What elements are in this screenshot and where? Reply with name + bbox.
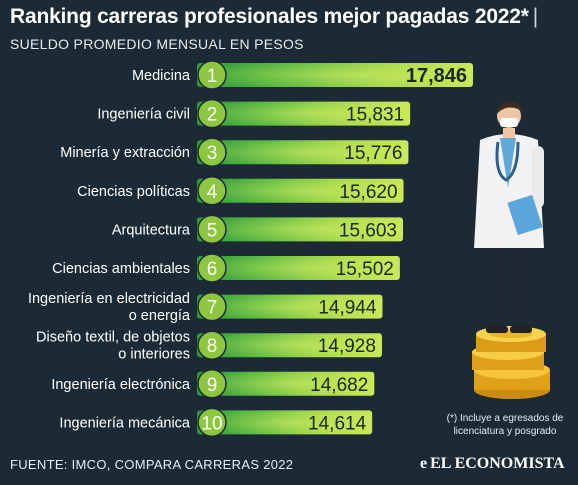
bar-highlight xyxy=(197,217,404,242)
category-label: Ingeniería electrónica xyxy=(51,377,191,393)
value-label: 15,831 xyxy=(346,105,404,126)
bar-highlight xyxy=(197,333,382,358)
value-label: 15,603 xyxy=(339,220,397,241)
rank-badge xyxy=(197,369,227,399)
value-label: 17,846 xyxy=(406,65,467,87)
chart-title-text: Ranking carreras profesionales mejor pag… xyxy=(10,5,529,28)
bar-highlight xyxy=(197,256,400,280)
bar-row: 3 15,776 Minería y extracción xyxy=(60,137,409,167)
value-label: 14,614 xyxy=(308,413,367,434)
category-label: Arquitectura xyxy=(112,222,191,238)
value-label: 14,944 xyxy=(318,298,377,319)
bar-row: 5 15,603 Arquitectura xyxy=(112,214,404,245)
coins-stack-icon xyxy=(472,326,550,399)
rank-badge xyxy=(197,330,227,360)
rank-number: 6 xyxy=(207,259,218,280)
category-label: Minería y extracción xyxy=(60,145,190,161)
title-separator: | xyxy=(532,5,539,28)
rank-number: 4 xyxy=(207,182,218,203)
brand-logo: e EL ECONOMISTA xyxy=(420,455,565,473)
category-label: Ciencias políticas xyxy=(77,184,190,200)
bar-highlight xyxy=(197,294,383,319)
bar-highlight xyxy=(197,410,373,435)
value-label: 15,776 xyxy=(344,143,402,164)
bar-highlight xyxy=(197,140,409,165)
chart-subtitle: SUELDO PROMEDIO MENSUAL EN PESOS xyxy=(10,36,304,52)
rank-badge xyxy=(197,60,227,90)
chart-title: Ranking carreras profesionales mejor pag… xyxy=(10,5,538,29)
bar-row: 1 17,846 Medicina xyxy=(132,60,473,90)
bar-highlight xyxy=(197,63,473,87)
value-label: 15,502 xyxy=(336,259,394,280)
category-label: Ciencias ambientales xyxy=(52,261,190,277)
rank-number: 8 xyxy=(207,336,218,357)
brand-name: EL ECONOMISTA xyxy=(430,455,565,472)
rank-number: 9 xyxy=(207,375,218,396)
rank-badge xyxy=(197,407,227,438)
category-label: Ingeniería civil xyxy=(97,107,190,123)
category-label: Diseño textil, de objetos xyxy=(36,330,190,346)
value-label: 14,928 xyxy=(318,336,376,357)
rank-number: 1 xyxy=(207,66,218,87)
rank-badge xyxy=(197,137,227,167)
rank-number: 5 xyxy=(207,220,218,241)
bar-row: 2 15,831 Ingeniería civil xyxy=(97,98,411,129)
value-label: 15,620 xyxy=(339,182,397,203)
doctor-on-coins-icon xyxy=(472,101,550,399)
rank-badge xyxy=(197,291,227,322)
bar-highlight xyxy=(197,371,375,396)
category-label: o interiores xyxy=(118,347,190,363)
value-label: 14,682 xyxy=(310,375,368,396)
footnote: (*) Incluye a egresados de licenciatura … xyxy=(446,413,564,437)
bar-row: 4 15,620 Ciencias políticas xyxy=(77,176,404,206)
bar-row: 6 15,502 Ciencias ambientales xyxy=(52,253,400,283)
bar-row: 9 14,682 Ingeniería electrónica xyxy=(51,369,375,399)
rank-badge xyxy=(197,214,227,245)
rank-badge xyxy=(197,253,227,283)
bar-row: 10 14,614 Ingeniería mecánica xyxy=(59,407,373,438)
category-label: Ingeniería mecánica xyxy=(59,415,191,431)
rank-number: 2 xyxy=(207,105,218,126)
rank-number: 10 xyxy=(201,413,222,434)
category-label: Ingeniería en electricidad xyxy=(28,291,190,307)
rank-badge xyxy=(197,176,227,206)
source-text: FUENTE: IMCO, COMPARA CARRERAS 2022 xyxy=(10,457,294,472)
rank-badge xyxy=(197,98,227,129)
rank-number: 7 xyxy=(207,298,218,319)
bar-highlight xyxy=(197,178,404,203)
category-label: o energía xyxy=(129,308,191,324)
category-label: Medicina xyxy=(132,68,191,84)
el-economista-logo-icon: e xyxy=(420,455,428,472)
bar-highlight xyxy=(197,101,411,126)
rank-number: 3 xyxy=(207,143,218,164)
bars-layer: 1 17,846 Medicina 2 15,831 Ingeniería civil 3 1… xyxy=(28,60,473,438)
